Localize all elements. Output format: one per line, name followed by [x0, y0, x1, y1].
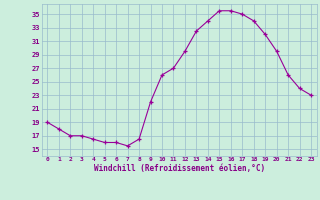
X-axis label: Windchill (Refroidissement éolien,°C): Windchill (Refroidissement éolien,°C) — [94, 164, 265, 173]
